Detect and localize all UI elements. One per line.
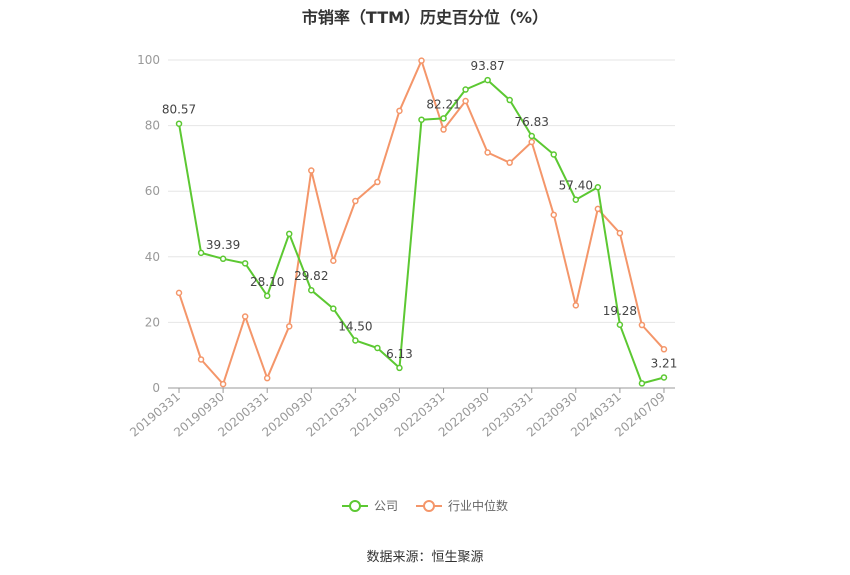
series-point-0: [374, 344, 381, 352]
data-label: 76.83: [515, 115, 549, 129]
y-tick-label: 100: [137, 53, 160, 67]
series-point-0: [484, 76, 491, 84]
series-point-1: [484, 149, 491, 156]
series-point-1: [440, 126, 447, 133]
series-point-0: [550, 151, 558, 158]
series-point-1: [308, 167, 315, 174]
series-line-1: [178, 59, 665, 386]
legend-swatch-industry-median: [416, 499, 442, 513]
series-point-1: [263, 374, 271, 382]
y-tick-label: 40: [145, 250, 160, 264]
data-label: 82.21: [426, 97, 460, 111]
series-point-0: [330, 305, 337, 312]
series-point-1: [352, 197, 359, 205]
data-label: 80.57: [162, 103, 196, 117]
legend-label-industry-median: 行业中位数: [448, 499, 509, 513]
series-point-1: [241, 313, 249, 320]
series-point-0: [638, 380, 646, 387]
data-label: 39.39: [206, 238, 240, 252]
series-point-1: [396, 107, 403, 115]
series-point-1: [528, 138, 535, 146]
data-label: 28.10: [250, 275, 284, 289]
series-point-1: [285, 323, 293, 330]
y-tick-label: 20: [145, 315, 160, 329]
legend-swatch-company: [341, 499, 368, 513]
series-point-0: [528, 132, 535, 140]
data-label: 6.13: [386, 347, 413, 361]
series-point-0: [219, 255, 227, 263]
series-point-1: [374, 178, 381, 186]
series-point-0: [308, 286, 315, 294]
series-point-0: [660, 374, 668, 381]
series-point-1: [418, 57, 425, 64]
y-tick-label: 0: [152, 381, 160, 395]
series-point-1: [462, 97, 469, 105]
series-point-0: [197, 249, 205, 257]
series-point-1: [638, 321, 646, 329]
series-point-0: [616, 321, 624, 329]
series-point-0: [594, 184, 602, 191]
data-label: 14.50: [338, 319, 372, 333]
series-point-0: [241, 260, 249, 267]
series-point-1: [506, 159, 513, 166]
series-point-0: [263, 292, 271, 300]
data-source: 数据来源：恒生聚源: [366, 550, 484, 565]
data-label: 57.40: [559, 179, 593, 193]
data-label: 3.21: [651, 356, 678, 370]
data-label: 93.87: [470, 59, 504, 73]
series-point-0: [462, 86, 469, 93]
y-tick-label: 60: [145, 184, 160, 198]
data-label: 19.28: [603, 304, 637, 318]
series-point-0: [352, 337, 359, 344]
series-point-0: [175, 120, 183, 127]
series-point-1: [175, 289, 183, 297]
legend: 公司 行业中位数: [0, 497, 850, 514]
series-point-0: [285, 230, 293, 238]
series-point-1: [197, 356, 205, 363]
series-point-1: [660, 346, 668, 353]
y-tick-label: 80: [145, 119, 160, 133]
series-point-0: [506, 96, 513, 104]
series-point-0: [418, 116, 425, 123]
series-point-0: [440, 115, 447, 122]
series-point-0: [396, 364, 403, 372]
series-point-1: [572, 302, 580, 309]
data-label: 29.82: [294, 269, 328, 283]
legend-item-industry-median[interactable]: 行业中位数: [416, 497, 508, 514]
legend-label-company: 公司: [373, 499, 398, 513]
series-point-1: [616, 229, 624, 237]
series-point-1: [219, 380, 227, 388]
line-chart: 0204060801002019033120190930202003312020…: [127, 53, 678, 440]
series-point-1: [550, 211, 558, 219]
series-point-0: [572, 196, 580, 203]
chart-title: 市销率（TTM）历史百分位（%）: [301, 8, 549, 27]
series-point-1: [594, 205, 602, 213]
series-point-1: [330, 257, 337, 264]
legend-item-company[interactable]: 公司: [341, 497, 398, 514]
